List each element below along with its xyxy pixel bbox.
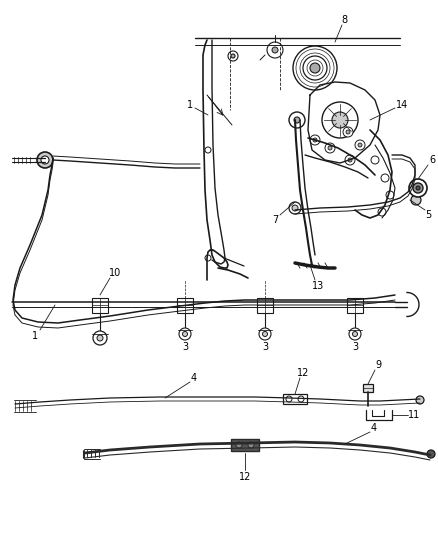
Text: 9: 9 [375, 360, 381, 370]
Circle shape [343, 127, 353, 137]
Circle shape [353, 332, 357, 336]
Bar [257, 298, 273, 313]
Text: 13: 13 [312, 281, 324, 291]
Text: 11: 11 [408, 410, 420, 420]
Circle shape [262, 332, 268, 336]
Circle shape [345, 155, 355, 165]
Circle shape [41, 156, 49, 164]
Circle shape [259, 328, 271, 340]
Circle shape [289, 202, 301, 214]
Text: 3: 3 [262, 342, 268, 352]
Bar [92, 298, 108, 313]
Text: 7: 7 [272, 215, 278, 225]
Circle shape [37, 152, 53, 168]
Text: 10: 10 [109, 268, 121, 278]
Circle shape [272, 47, 278, 53]
Text: 6: 6 [429, 155, 435, 165]
Text: 8: 8 [341, 15, 347, 25]
Circle shape [427, 450, 435, 458]
Text: 12: 12 [297, 368, 309, 378]
Text: 4: 4 [371, 423, 377, 433]
Text: 3: 3 [182, 342, 188, 352]
Bar [363, 384, 373, 392]
Text: 12: 12 [239, 472, 251, 482]
Circle shape [289, 112, 305, 128]
Text: 5: 5 [425, 210, 431, 220]
Circle shape [346, 130, 350, 134]
Circle shape [313, 138, 317, 142]
Circle shape [231, 54, 235, 58]
Circle shape [349, 328, 361, 340]
Circle shape [97, 335, 103, 341]
Circle shape [332, 112, 348, 128]
Circle shape [416, 186, 420, 190]
Circle shape [413, 183, 423, 193]
Text: 1: 1 [187, 100, 193, 110]
Circle shape [236, 442, 242, 448]
Text: 1: 1 [32, 331, 38, 341]
Bar [231, 439, 259, 451]
Circle shape [310, 63, 320, 73]
Circle shape [325, 143, 335, 153]
Bar [177, 298, 193, 313]
Circle shape [416, 396, 424, 404]
Circle shape [248, 442, 254, 448]
Circle shape [183, 332, 187, 336]
Circle shape [328, 146, 332, 150]
Circle shape [93, 331, 107, 345]
Circle shape [179, 328, 191, 340]
Bar [283, 394, 307, 404]
Circle shape [292, 205, 298, 211]
Text: 3: 3 [352, 342, 358, 352]
Circle shape [348, 158, 352, 162]
Circle shape [358, 143, 362, 147]
Circle shape [310, 135, 320, 145]
Circle shape [411, 195, 421, 205]
Text: 4: 4 [191, 373, 197, 383]
Text: 14: 14 [396, 100, 408, 110]
Circle shape [409, 179, 427, 197]
Bar [347, 298, 363, 313]
Circle shape [294, 117, 300, 123]
Circle shape [355, 140, 365, 150]
